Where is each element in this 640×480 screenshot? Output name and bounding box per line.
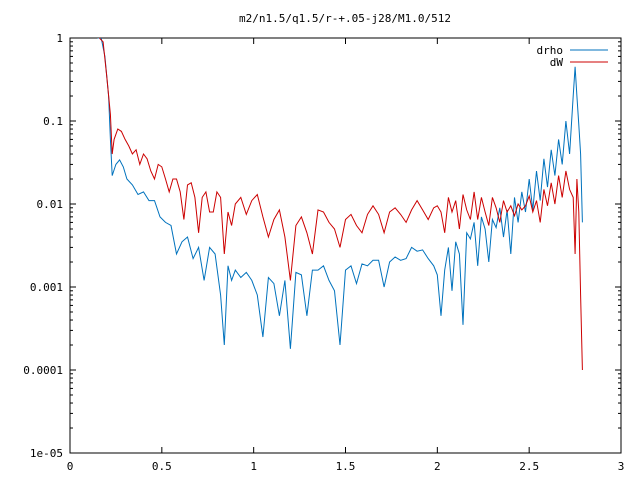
plot-frame <box>69 37 622 454</box>
y-tick-label: 0.0001 <box>23 364 63 377</box>
y-tick-label: 0.001 <box>30 281 63 294</box>
y-tick-label: 1 <box>56 32 63 45</box>
series-line-dW <box>99 38 583 371</box>
x-tick-label: 3 <box>618 460 625 473</box>
y-tick-label: 1e-05 <box>30 447 63 460</box>
x-tick-label: 1.5 <box>336 460 356 473</box>
y-tick-label: 0.1 <box>43 115 63 128</box>
series-layer <box>97 38 583 371</box>
legend-label-dW: dW <box>550 56 564 69</box>
legend-label-drho: drho <box>537 44 564 57</box>
x-tick-label: 1 <box>250 460 257 473</box>
y-tick-label: 0.01 <box>37 198 64 211</box>
x-tick-label: 0.5 <box>152 460 172 473</box>
chart-title: m2/n1.5/q1.5/r-+.05-j28/M1.0/512 <box>239 12 451 25</box>
x-tick-label: 0 <box>67 460 74 473</box>
x-tick-label: 2 <box>434 460 441 473</box>
x-tick-label: 2.5 <box>519 460 539 473</box>
series-line-drho <box>97 38 583 349</box>
axes-layer: 0 0.5 1 1.5 2 2.5 3 1 0.1 0.01 0.001 0.0001 1e-05 <box>23 32 624 473</box>
